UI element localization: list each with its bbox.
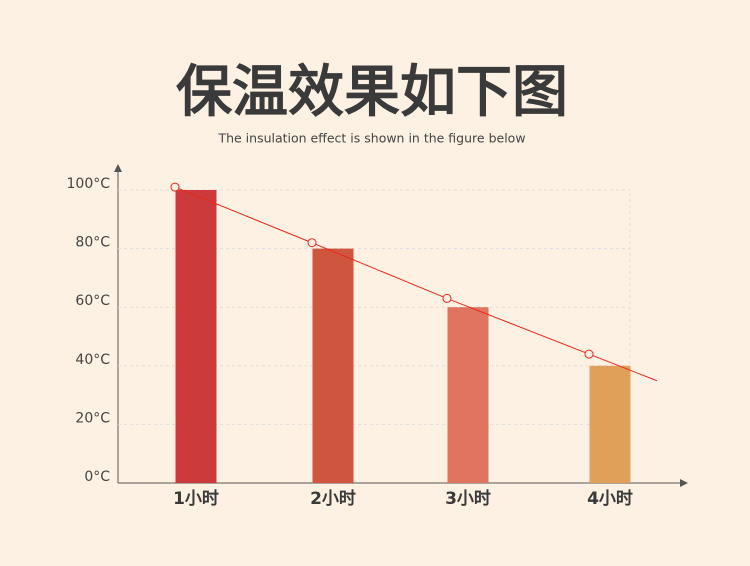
y-tick-label: 40°C [75,352,110,368]
trend-line [174,186,590,355]
bar [589,365,631,483]
y-tick-label: 80°C [75,235,110,251]
trend-marker [307,238,317,248]
chart-subtitle: The insulation effect is shown in the fi… [217,131,525,146]
trend-marker [584,349,594,359]
y-tick-label: 20°C [75,410,110,426]
x-tick-label: 2小时 [310,489,356,509]
y-axis-arrow [114,164,122,172]
x-axis-arrow [680,479,688,487]
y-tick-label: 0°C [84,469,110,485]
x-tick-label: 1小时 [173,489,219,509]
chart-title: 保温效果如下图 [176,60,568,125]
trend-marker [442,293,452,303]
trend-line-extension [588,353,658,382]
x-tick-label: 3小时 [445,489,491,509]
bar [447,307,489,483]
y-tick-label: 100°C [67,176,111,192]
x-tick-label: 4小时 [587,489,633,509]
trend-marker [170,182,180,192]
bar [312,248,354,483]
y-tick-label: 60°C [75,293,110,309]
bar [175,190,217,483]
